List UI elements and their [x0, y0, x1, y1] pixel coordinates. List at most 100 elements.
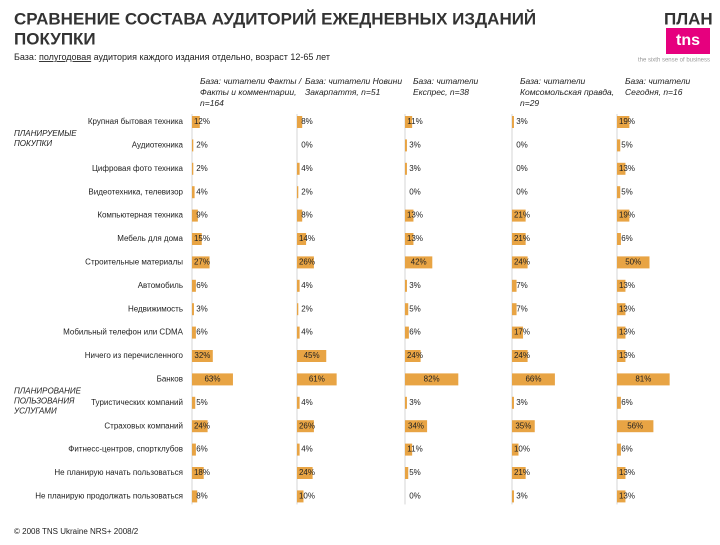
bar	[617, 186, 621, 199]
value-label: 0%	[409, 492, 421, 501]
bar	[617, 350, 626, 362]
bar	[512, 116, 514, 128]
value-label: 4%	[301, 164, 313, 173]
bar	[192, 139, 194, 152]
value-label: 13%	[619, 304, 635, 313]
row-label: Строительные материалы	[85, 258, 183, 267]
subtitle-rest: аудитория каждого издания отдельно, возр…	[94, 52, 330, 62]
bar	[405, 420, 428, 433]
bar	[617, 279, 626, 292]
value-label: 21%	[514, 211, 530, 220]
column-title: База: читатели Новини Закарпаття, n=51	[305, 76, 402, 97]
value-label: 6%	[409, 328, 421, 337]
bar	[617, 116, 630, 128]
value-label: 13%	[407, 211, 423, 220]
bar	[405, 303, 409, 316]
value-label: 3%	[409, 281, 421, 290]
value-label: 0%	[516, 141, 528, 150]
group-label: ПЛАНИРУЕМЫЕ ПОКУПКИ	[14, 129, 77, 148]
group-word: УСЛУГАМИ	[13, 407, 57, 416]
bar	[617, 303, 626, 316]
value-label: 10%	[299, 492, 315, 501]
bar	[512, 256, 528, 269]
value-label: 66%	[525, 375, 541, 384]
bar	[405, 279, 407, 292]
bar	[192, 396, 196, 409]
bar	[405, 139, 407, 152]
value-label: 9%	[196, 211, 208, 220]
bar	[512, 326, 524, 339]
value-label: 13%	[619, 328, 635, 337]
value-label: 0%	[409, 187, 421, 196]
bar	[297, 350, 327, 362]
bar	[617, 420, 654, 433]
value-label: 21%	[514, 234, 530, 243]
bar	[192, 279, 196, 292]
value-label: 7%	[516, 304, 528, 313]
column-title: База: читатели Комсомольская правда, n=29	[520, 76, 614, 108]
bar	[192, 467, 204, 479]
value-label: 26%	[299, 258, 315, 267]
title: ПОКУПКИ	[14, 29, 96, 48]
value-label: 3%	[516, 492, 528, 501]
value-label: 32%	[194, 351, 210, 360]
bar	[297, 467, 313, 479]
value-label: 0%	[516, 164, 528, 173]
bar	[617, 256, 650, 269]
value-label: 6%	[196, 445, 208, 454]
bar	[297, 233, 307, 245]
value-label: 42%	[411, 258, 427, 267]
value-label: 56%	[627, 421, 643, 430]
row-label: Автомобиль	[138, 281, 183, 290]
group-label: ПЛАНИРОВАНИЕ ПОЛЬЗОВАНИЯ УСЛУГАМИ	[13, 387, 82, 416]
value-label: 2%	[196, 164, 208, 173]
row-label: Недвижимость	[128, 304, 183, 313]
value-label: 0%	[301, 141, 313, 150]
title-cut: ПЛАН	[664, 9, 713, 28]
group-word: ПОКУПКИ	[14, 139, 52, 148]
value-label: 15%	[194, 234, 210, 243]
bar	[617, 396, 621, 409]
bar	[297, 373, 337, 386]
bar	[512, 396, 514, 409]
row-label: Мебель для дома	[117, 234, 183, 243]
title-line: Закарпаття, n=51	[305, 87, 381, 97]
bar	[512, 233, 526, 245]
value-label: 19%	[619, 211, 635, 220]
value-label: 3%	[409, 398, 421, 407]
value-label: 61%	[309, 375, 325, 384]
value-label: 24%	[514, 351, 530, 360]
row-label: Крупная бытовая техника	[88, 117, 184, 126]
value-label: 45%	[304, 351, 320, 360]
value-label: 8%	[301, 211, 313, 220]
value-label: 12%	[194, 117, 210, 126]
bar	[405, 396, 407, 409]
bar	[617, 233, 621, 245]
bar	[405, 209, 414, 222]
bar	[192, 256, 210, 269]
bar	[617, 139, 621, 152]
title-line: Експрес, n=38	[413, 87, 469, 97]
value-label: 5%	[409, 304, 421, 313]
value-label: 26%	[299, 421, 315, 430]
bar	[297, 186, 299, 199]
bar	[512, 420, 535, 433]
row-label: Видеотехника, телевизор	[88, 187, 183, 196]
bar	[512, 350, 528, 362]
title-line: База: читатели Новини	[305, 76, 402, 86]
row-label: Фитнесс-центров, спортклубов	[68, 445, 183, 454]
title-line: Факты и комментарии,	[200, 87, 296, 97]
bar	[297, 443, 300, 456]
bar	[192, 233, 202, 245]
bar	[617, 162, 626, 175]
title-line: База: читатели	[625, 76, 691, 86]
value-label: 6%	[196, 328, 208, 337]
bar	[297, 256, 314, 269]
bar	[405, 233, 414, 245]
bar	[512, 490, 514, 503]
bar	[192, 209, 198, 222]
value-label: 2%	[301, 187, 313, 196]
value-label: 13%	[407, 234, 423, 243]
value-label: 5%	[409, 468, 421, 477]
value-label: 8%	[301, 117, 313, 126]
